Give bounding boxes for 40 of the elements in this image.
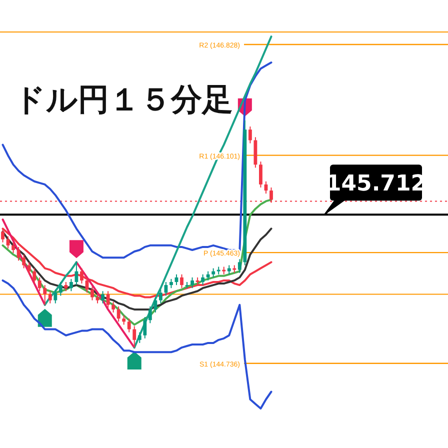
candlestick [180,274,184,289]
candlestick [116,306,120,322]
candlestick [258,161,262,188]
candlestick [148,306,152,324]
candlestick [227,264,231,275]
candlestick [27,262,31,275]
candlestick [170,278,173,289]
candlestick [69,278,73,292]
candlestick [190,276,194,289]
candlestick [38,276,42,292]
candlestick [201,274,205,286]
candlestick [48,290,52,304]
candlestick [206,270,210,281]
candlestick [143,316,147,339]
candlestick [122,315,126,326]
candlestick [58,282,62,296]
candlestick [64,282,68,292]
candlestick [132,326,136,348]
candlestick [54,289,58,304]
candlestick [127,318,131,333]
candlestick [80,268,84,284]
candlestick [16,246,20,262]
candlestick [32,268,36,284]
candlestick [101,290,104,304]
candlestick [238,258,242,274]
candlestick [112,301,116,313]
candlestick [248,126,252,144]
candlestick [164,282,168,296]
candlestick [212,268,216,278]
candlestick [96,294,100,304]
candlestick [22,254,26,269]
candlestick [154,296,158,313]
ref-line-label: 145.712 [326,172,426,197]
candlestick [138,332,142,344]
candlestick [158,289,162,304]
candlestick [43,284,47,306]
text: ドル円１５分足 [14,82,233,118]
candlestick [90,286,94,301]
candlestick [12,242,16,254]
candlestick [106,290,110,308]
